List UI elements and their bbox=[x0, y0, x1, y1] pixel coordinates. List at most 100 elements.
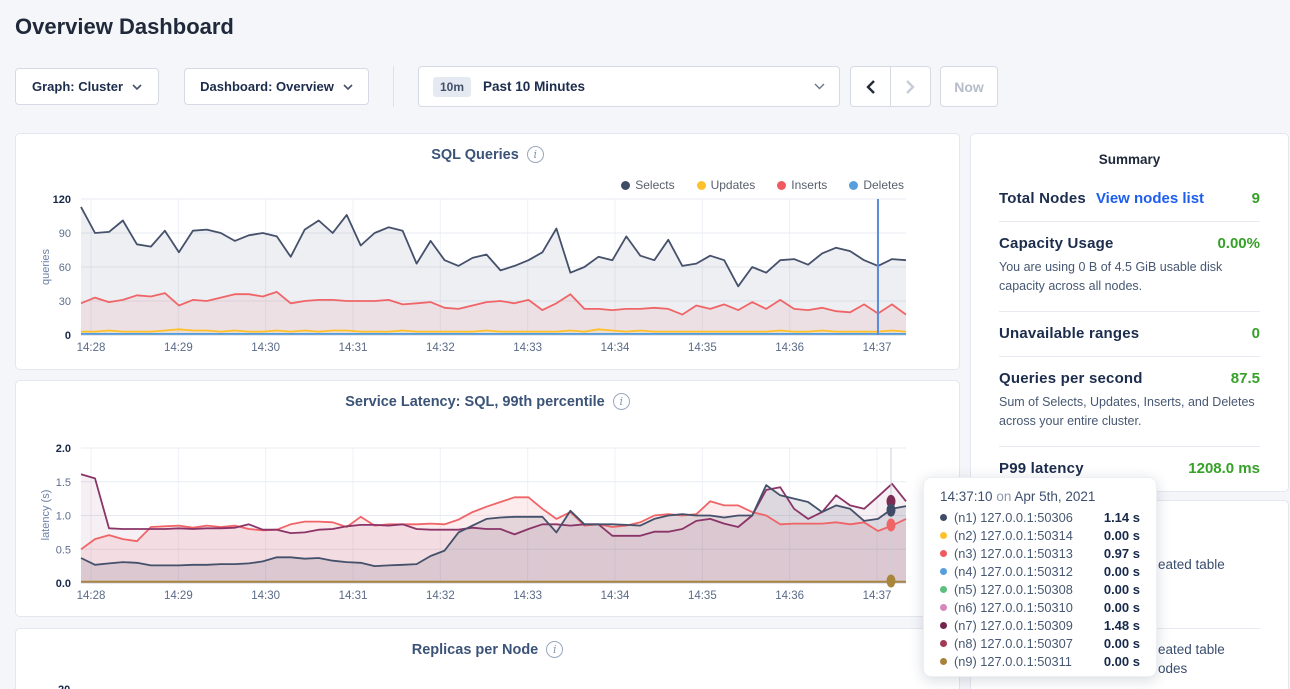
x-tick-label: 14:36 bbox=[775, 342, 804, 354]
service-latency-chart[interactable]: 14:2814:2914:3014:3114:3214:3314:3414:35… bbox=[16, 381, 961, 618]
x-tick-label: 14:37 bbox=[863, 590, 892, 602]
overview-dashboard-page: { "page": { "title": "Overview Dashboard… bbox=[0, 0, 1290, 689]
dashboard-dropdown-label: Dashboard: Overview bbox=[200, 79, 334, 94]
x-tick-label: 14:30 bbox=[251, 590, 280, 602]
hover-point-dot bbox=[887, 504, 896, 517]
tooltip-node-value: 0.00 s bbox=[1104, 528, 1140, 543]
y-tick-label: 0.5 bbox=[56, 544, 71, 556]
x-tick-label: 14:36 bbox=[775, 590, 804, 602]
x-tick-label: 14:32 bbox=[426, 342, 455, 354]
view-nodes-list-link[interactable]: View nodes list bbox=[1096, 190, 1204, 207]
x-tick-label: 14:29 bbox=[164, 590, 193, 602]
sql-queries-card: SQL Queries i SelectsUpdatesInsertsDelet… bbox=[15, 133, 960, 370]
chevron-right-icon bbox=[906, 80, 915, 94]
chevron-down-icon bbox=[343, 84, 353, 90]
now-button[interactable]: Now bbox=[940, 66, 998, 107]
replicas-y-tick-fragment: 20 bbox=[58, 684, 70, 689]
summary-row-label: Queries per second bbox=[999, 370, 1143, 387]
tooltip-node-value: 1.48 s bbox=[1104, 618, 1140, 633]
service-latency-card: Service Latency: SQL, 99th percentile i … bbox=[15, 380, 960, 617]
tooltip-node-row: (n3) 127.0.0.1:503130.97 s bbox=[940, 544, 1140, 562]
summary-row: Unavailable ranges 0 bbox=[999, 311, 1260, 356]
summary-row: Queries per second87.5 Sum of Selects, Up… bbox=[999, 356, 1260, 446]
info-icon[interactable]: i bbox=[546, 641, 563, 658]
page-title: Overview Dashboard bbox=[15, 14, 234, 40]
toolbar-divider bbox=[393, 66, 394, 107]
summary-row-value: 9 bbox=[1252, 190, 1260, 207]
tooltip-node-row: (n8) 127.0.0.1:503070.00 s bbox=[940, 634, 1140, 652]
tooltip-node-label: (n4) 127.0.0.1:50312 bbox=[954, 564, 1104, 579]
event-text-fragment: eated table bbox=[1158, 642, 1225, 657]
x-tick-label: 14:35 bbox=[688, 590, 717, 602]
dashboard-dropdown[interactable]: Dashboard: Overview bbox=[184, 68, 369, 105]
time-forward-button[interactable] bbox=[891, 66, 932, 107]
chevron-down-icon bbox=[132, 84, 142, 90]
x-tick-label: 14:34 bbox=[601, 342, 630, 354]
tooltip-node-value: 1.14 s bbox=[1104, 510, 1140, 525]
y-tick-label: 90 bbox=[59, 228, 71, 240]
tooltip-node-row: (n2) 127.0.0.1:503140.00 s bbox=[940, 526, 1140, 544]
graph-dropdown-label: Graph: Cluster bbox=[32, 79, 123, 94]
summary-row: Total Nodes View nodes list 9 bbox=[999, 177, 1260, 221]
y-tick-label: 60 bbox=[59, 262, 71, 274]
summary-rows: Total Nodes View nodes list 9 Capacity Usag… bbox=[999, 177, 1260, 491]
x-tick-label: 14:29 bbox=[164, 342, 193, 354]
x-tick-label: 14:33 bbox=[513, 342, 542, 354]
replicas-per-node-title: Replicas per Node bbox=[412, 642, 539, 658]
event-text-fragment: eated table bbox=[1158, 557, 1225, 572]
tooltip-node-row: (n1) 127.0.0.1:503061.14 s bbox=[940, 508, 1140, 526]
node-series-dot-icon bbox=[940, 514, 947, 521]
x-tick-label: 14:28 bbox=[77, 342, 106, 354]
time-nav-buttons bbox=[850, 66, 931, 107]
chevron-left-icon bbox=[866, 80, 875, 94]
x-tick-label: 14:28 bbox=[77, 590, 106, 602]
time-back-button[interactable] bbox=[850, 66, 891, 107]
node-series-dot-icon bbox=[940, 532, 947, 539]
y-tick-label: 30 bbox=[59, 296, 71, 308]
x-tick-label: 14:32 bbox=[426, 590, 455, 602]
summary-row-label: Unavailable ranges bbox=[999, 325, 1139, 342]
tooltip-node-value: 0.97 s bbox=[1104, 546, 1140, 561]
summary-row-label: Capacity Usage bbox=[999, 235, 1114, 252]
hover-point-dot bbox=[887, 518, 896, 531]
node-series-dot-icon bbox=[940, 568, 947, 575]
x-tick-label: 14:33 bbox=[513, 590, 542, 602]
node-series-dot-icon bbox=[940, 586, 947, 593]
x-tick-label: 14:31 bbox=[339, 342, 368, 354]
tooltip-node-value: 0.00 s bbox=[1104, 564, 1140, 579]
x-tick-label: 14:35 bbox=[688, 342, 717, 354]
tooltip-node-row: (n9) 127.0.0.1:503110.00 s bbox=[940, 652, 1140, 670]
tooltip-node-label: (n7) 127.0.0.1:50309 bbox=[954, 618, 1104, 633]
tooltip-node-label: (n3) 127.0.0.1:50313 bbox=[954, 546, 1104, 561]
tooltip-node-value: 0.00 s bbox=[1104, 636, 1140, 651]
tooltip-node-value: 0.00 s bbox=[1104, 600, 1140, 615]
sql-queries-chart[interactable]: 14:2814:2914:3014:3114:3214:3314:3414:35… bbox=[16, 134, 961, 371]
summary-row-description: Sum of Selects, Updates, Inserts, and De… bbox=[999, 393, 1260, 432]
node-series-dot-icon bbox=[940, 622, 947, 629]
y-tick-label: 1.5 bbox=[56, 477, 71, 489]
graph-dropdown[interactable]: Graph: Cluster bbox=[15, 68, 159, 105]
summary-row-head: Capacity Usage0.00% bbox=[999, 235, 1260, 252]
event-text-fragment: odes bbox=[1158, 661, 1187, 676]
x-tick-label: 14:34 bbox=[601, 590, 630, 602]
summary-row-head: P99 latency1208.0 ms bbox=[999, 460, 1260, 477]
chart-hover-tooltip: 14:37:10 on Apr 5th, 2021 (n1) 127.0.0.1… bbox=[923, 477, 1157, 677]
summary-row-head: Queries per second87.5 bbox=[999, 370, 1260, 387]
node-series-dot-icon bbox=[940, 604, 947, 611]
summary-row-label: Total Nodes bbox=[999, 190, 1086, 207]
tooltip-node-label: (n5) 127.0.0.1:50308 bbox=[954, 582, 1104, 597]
summary-row-label: P99 latency bbox=[999, 460, 1084, 477]
tooltip-node-label: (n8) 127.0.0.1:50307 bbox=[954, 636, 1104, 651]
node-series-dot-icon bbox=[940, 658, 947, 665]
node-series-dot-icon bbox=[940, 640, 947, 647]
tooltip-node-label: (n1) 127.0.0.1:50306 bbox=[954, 510, 1104, 525]
tooltip-node-row: (n6) 127.0.0.1:503100.00 s bbox=[940, 598, 1140, 616]
summary-panel: Summary Total Nodes View nodes list 9 Capac… bbox=[970, 133, 1289, 492]
now-button-label: Now bbox=[954, 79, 984, 95]
summary-row-head: Unavailable ranges 0 bbox=[999, 325, 1260, 342]
summary-header: Summary bbox=[999, 152, 1260, 167]
time-range-dropdown[interactable]: 10m Past 10 Minutes bbox=[418, 66, 840, 107]
time-range-label: Past 10 Minutes bbox=[483, 79, 814, 94]
y-tick-label: 0 bbox=[65, 330, 71, 342]
summary-row-value: 0 bbox=[1252, 325, 1260, 342]
